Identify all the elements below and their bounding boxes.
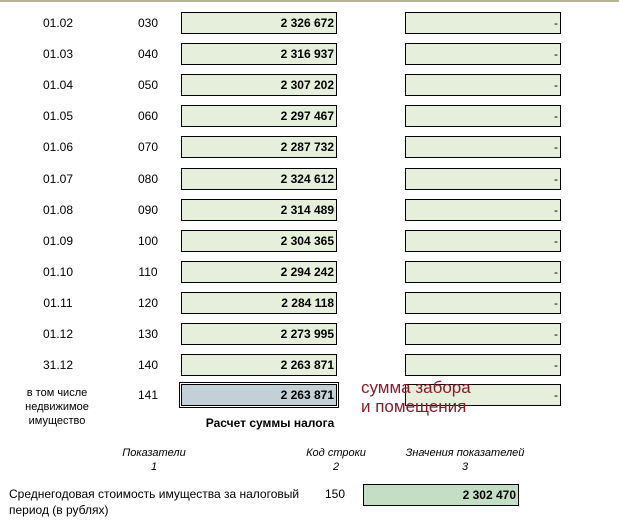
row-value-cell[interactable]: 2 294 242: [181, 260, 337, 283]
header-indicators: Показатели 1: [104, 446, 204, 474]
row-date: 01.12: [42, 327, 74, 341]
row-code: 070: [137, 140, 159, 155]
table-row: 01.06 070 2 287 732 -: [0, 136, 619, 159]
row-value-cell[interactable]: 2 324 612: [181, 167, 337, 190]
row-date: 31.12: [42, 358, 74, 373]
table-row: 01.07 080 2 324 612 -: [0, 167, 619, 190]
row-date: 01.06: [42, 140, 74, 155]
row-code: 060: [137, 109, 159, 124]
row-value-cell[interactable]: 2 304 365: [181, 229, 337, 252]
row-code: 140: [137, 358, 159, 373]
row-date: 01.05: [42, 109, 74, 124]
avg-value-cell[interactable]: 2 302 470: [363, 484, 519, 506]
row-value2-cell[interactable]: -: [405, 167, 561, 190]
section-title: Расчет суммы налога: [205, 416, 335, 430]
row-value2-cell[interactable]: -: [405, 291, 561, 314]
row-value-cell[interactable]: 2 273 995: [181, 323, 337, 345]
header-code: Код строки 2: [296, 446, 376, 474]
row-code: 090: [137, 202, 159, 217]
row-date: 01.07: [42, 171, 74, 186]
avg-label: Среднегодовая стоимость имущества за нал…: [9, 487, 300, 517]
row-code: 120: [137, 295, 159, 310]
row-date: 01.04: [42, 78, 74, 93]
row-code: 030: [137, 16, 159, 30]
table-row: 01.04 050 2 307 202 -: [0, 74, 619, 97]
row-value2-cell[interactable]: -: [405, 229, 561, 252]
row-value-cell[interactable]: 2 284 118: [181, 291, 337, 314]
row-value-cell[interactable]: 2 326 672: [181, 12, 337, 34]
table-row: 01.10 110 2 294 242 -: [0, 260, 619, 283]
table-row: 31.12 140 2 263 871 -: [0, 354, 619, 377]
row-date: 01.09: [42, 233, 74, 248]
table-row: 01.05 060 2 297 467 -: [0, 105, 619, 128]
header-num: 2: [332, 461, 340, 473]
header-values: Значения показателей 3: [395, 446, 535, 474]
row-value2-cell[interactable]: -: [405, 136, 561, 159]
table-row: 01.12 130 2 273 995 -: [0, 323, 619, 345]
top-border: [0, 0, 619, 2]
row-code: 080: [137, 171, 159, 186]
row-date: 01.11: [43, 295, 73, 310]
row-value2-cell[interactable]: -: [405, 260, 561, 283]
realty-label: в том числе недвижимое имущество: [25, 387, 89, 427]
row-value-cell[interactable]: 2 316 937: [181, 43, 337, 66]
row-value-cell[interactable]: 2 287 732: [181, 136, 337, 159]
row-value2-cell[interactable]: -: [405, 12, 561, 34]
row-code: 100: [137, 233, 159, 248]
row-value-cell[interactable]: 2 314 489: [181, 198, 337, 221]
note-text: сумма забора и помещения: [361, 378, 471, 416]
row-date: 01.10: [42, 264, 74, 279]
realty-value-cell[interactable]: 2 263 871: [179, 382, 339, 408]
row-value2-cell[interactable]: -: [405, 74, 561, 97]
row-code: 110: [138, 264, 158, 279]
avg-code: 150: [324, 487, 346, 501]
realty-row: 141 2 263 871 -: [0, 382, 619, 408]
header-label: Код строки: [306, 447, 366, 459]
row-code: 130: [137, 327, 159, 341]
table-row: 01.09 100 2 304 365 -: [0, 229, 619, 252]
table-row: 01.08 090 2 314 489 -: [0, 198, 619, 221]
row-date: 01.03: [42, 47, 74, 62]
realty-value2-cell[interactable]: -: [405, 384, 561, 406]
row-value-cell[interactable]: 2 307 202: [181, 74, 337, 97]
row-code: 141: [137, 388, 159, 402]
row-value2-cell[interactable]: -: [405, 43, 561, 66]
header-label: Показатели: [122, 447, 186, 459]
row-value-cell[interactable]: 2 263 871: [181, 354, 337, 377]
header-num: 1: [150, 461, 158, 473]
table-row: 01.03 040 2 316 937 -: [0, 43, 619, 66]
row-value2-cell[interactable]: -: [405, 323, 561, 345]
row-date: 01.02: [42, 16, 74, 30]
row-value2-cell[interactable]: -: [405, 198, 561, 221]
row-value-cell[interactable]: 2 297 467: [181, 105, 337, 128]
row-value2-cell[interactable]: -: [405, 105, 561, 128]
row-date: 01.08: [42, 202, 74, 217]
row-value2-cell[interactable]: -: [405, 354, 561, 377]
row-code: 040: [137, 47, 159, 62]
table-row: 01.11 120 2 284 118 -: [0, 291, 619, 314]
header-label: Значения показателей: [405, 447, 525, 459]
header-num: 3: [461, 461, 469, 473]
table-row: 01.02 030 2 326 672 -: [0, 12, 619, 34]
row-code: 050: [137, 78, 159, 93]
